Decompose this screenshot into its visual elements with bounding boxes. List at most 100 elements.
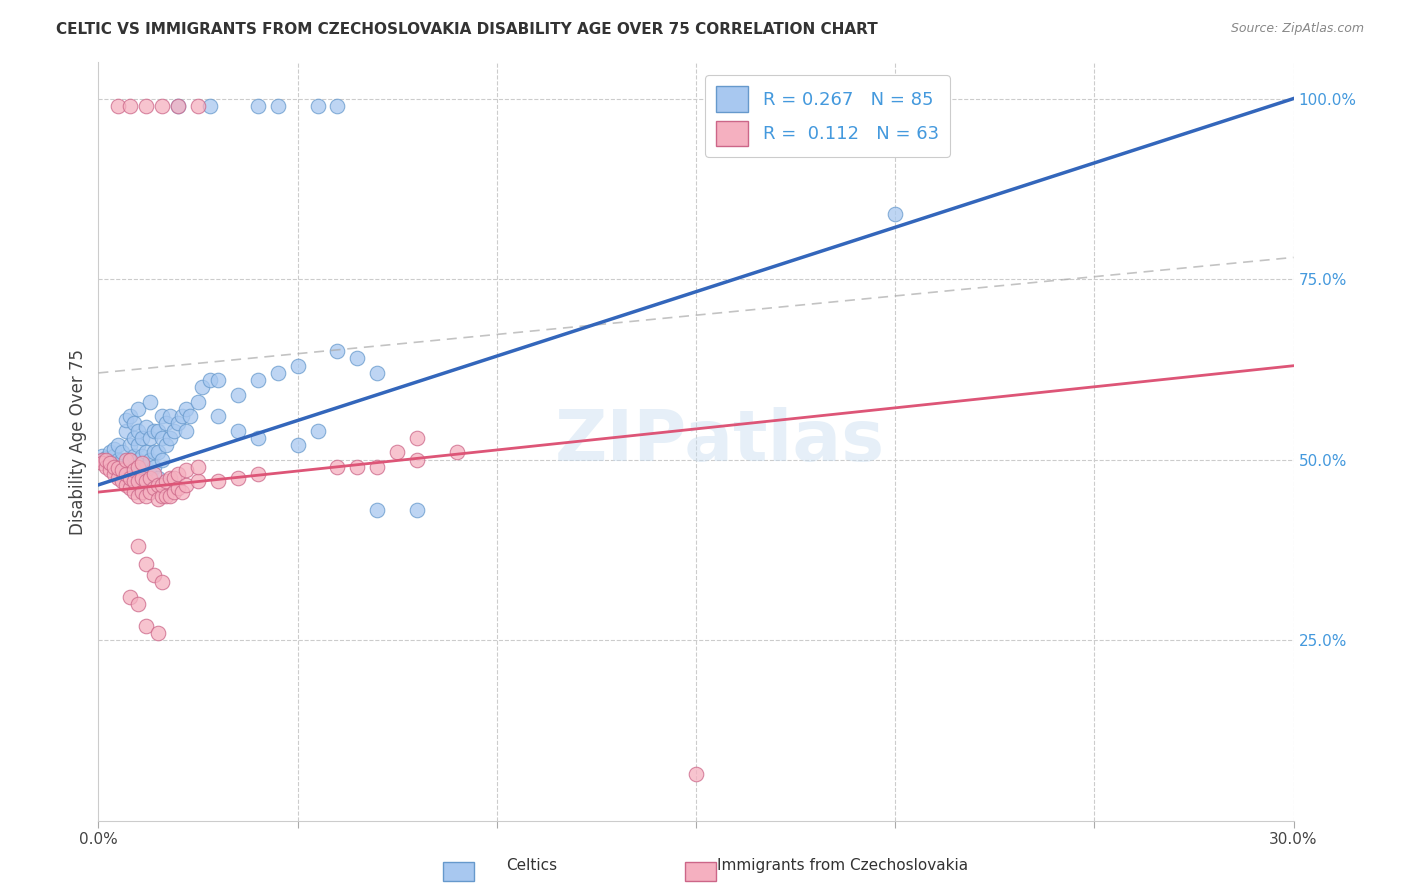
Point bbox=[207, 409, 229, 424]
Point bbox=[131, 449, 153, 463]
Point bbox=[115, 424, 138, 438]
Point bbox=[135, 459, 157, 474]
Point bbox=[139, 394, 162, 409]
Point bbox=[124, 475, 146, 489]
Point bbox=[307, 424, 329, 438]
Point bbox=[131, 431, 153, 445]
Point bbox=[120, 409, 142, 424]
Point bbox=[143, 482, 166, 496]
Point bbox=[127, 452, 149, 467]
Point bbox=[226, 424, 249, 438]
Point bbox=[326, 344, 349, 359]
Point bbox=[198, 99, 221, 113]
Point bbox=[207, 475, 229, 489]
Point bbox=[115, 478, 138, 492]
Point bbox=[198, 373, 221, 387]
Point bbox=[96, 454, 118, 468]
Point bbox=[107, 452, 129, 467]
Point bbox=[174, 478, 197, 492]
Point bbox=[91, 452, 114, 467]
Point bbox=[167, 482, 190, 496]
Point bbox=[366, 459, 388, 474]
Point bbox=[207, 373, 229, 387]
Text: CELTIC VS IMMIGRANTS FROM CZECHOSLOVAKIA DISABILITY AGE OVER 75 CORRELATION CHAR: CELTIC VS IMMIGRANTS FROM CZECHOSLOVAKIA… bbox=[56, 22, 877, 37]
Point bbox=[135, 99, 157, 113]
Point bbox=[326, 459, 349, 474]
Point bbox=[155, 489, 177, 503]
Point bbox=[139, 452, 162, 467]
Point bbox=[326, 99, 349, 113]
Point bbox=[115, 413, 138, 427]
Point bbox=[385, 445, 409, 459]
Point bbox=[127, 402, 149, 417]
Point bbox=[143, 568, 166, 582]
Point bbox=[406, 452, 429, 467]
Point bbox=[143, 459, 166, 474]
Point bbox=[172, 485, 194, 500]
Point bbox=[98, 456, 122, 470]
Point bbox=[226, 387, 249, 401]
Point bbox=[150, 431, 173, 445]
Point bbox=[131, 478, 153, 492]
Point bbox=[103, 449, 125, 463]
Point bbox=[163, 424, 186, 438]
Point bbox=[167, 99, 190, 113]
Point bbox=[124, 431, 146, 445]
Point bbox=[307, 99, 329, 113]
Y-axis label: Disability Age Over 75: Disability Age Over 75 bbox=[69, 349, 87, 534]
Point bbox=[135, 558, 157, 572]
Point bbox=[159, 409, 181, 424]
Point bbox=[167, 99, 190, 113]
Point bbox=[187, 475, 209, 489]
Point bbox=[107, 438, 129, 452]
Point bbox=[120, 470, 142, 484]
Point bbox=[155, 417, 177, 431]
Point bbox=[107, 461, 129, 475]
Point bbox=[115, 470, 138, 484]
Point bbox=[150, 489, 173, 503]
Point bbox=[91, 456, 114, 470]
Point bbox=[287, 438, 309, 452]
Point bbox=[167, 417, 190, 431]
Point bbox=[131, 456, 153, 470]
Point bbox=[139, 467, 162, 481]
Point bbox=[124, 463, 146, 477]
Point bbox=[179, 409, 201, 424]
Point bbox=[91, 452, 114, 467]
Point bbox=[115, 459, 138, 474]
Point bbox=[148, 626, 170, 640]
Point bbox=[174, 402, 197, 417]
Point bbox=[159, 431, 181, 445]
Legend: R = 0.267   N = 85, R =  0.112   N = 63: R = 0.267 N = 85, R = 0.112 N = 63 bbox=[706, 75, 950, 157]
Point bbox=[139, 485, 162, 500]
Point bbox=[127, 489, 149, 503]
Point bbox=[187, 394, 209, 409]
Point bbox=[103, 459, 125, 474]
Point bbox=[124, 485, 146, 500]
Point bbox=[155, 438, 177, 452]
Point bbox=[167, 467, 190, 481]
Point bbox=[685, 766, 707, 780]
Point bbox=[246, 467, 269, 481]
Point bbox=[111, 452, 134, 467]
Text: ZIPatlas: ZIPatlas bbox=[555, 407, 884, 476]
Point bbox=[127, 424, 149, 438]
Point bbox=[131, 470, 153, 484]
Point bbox=[163, 470, 186, 484]
Point bbox=[150, 575, 173, 590]
Point bbox=[131, 485, 153, 500]
Point bbox=[366, 503, 388, 517]
Point bbox=[96, 451, 118, 466]
Point bbox=[127, 467, 149, 481]
Point bbox=[174, 463, 197, 477]
Point bbox=[148, 478, 170, 492]
Point bbox=[96, 459, 118, 474]
Point bbox=[127, 597, 149, 611]
Point bbox=[96, 452, 118, 467]
Point bbox=[346, 351, 368, 366]
Point bbox=[98, 456, 122, 470]
Point bbox=[127, 475, 149, 489]
Point bbox=[246, 431, 269, 445]
Point bbox=[111, 475, 134, 489]
Point bbox=[267, 99, 290, 113]
